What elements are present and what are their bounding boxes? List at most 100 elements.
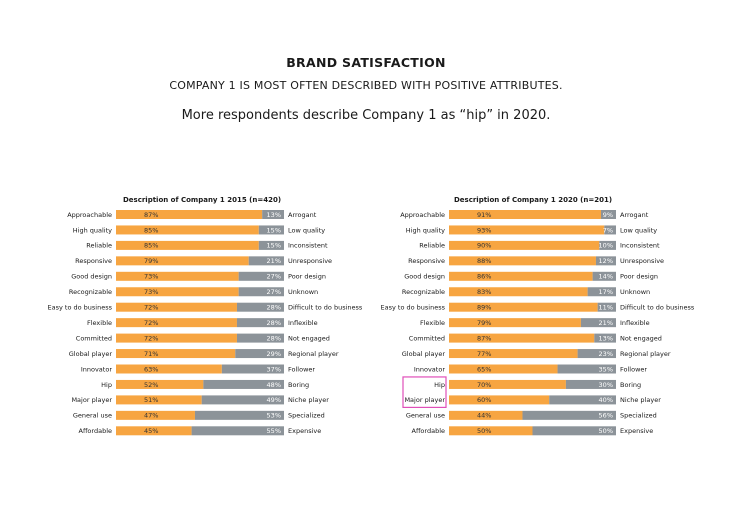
bar-negative-2015-flexible [236,318,284,328]
label-positive-2015-easy-to-do-business: Easy to do business [48,304,113,312]
value-positive-2015-general-use: 47% [144,412,158,420]
label-negative-2015-good-design: Poor design [288,273,326,281]
value-negative-2015-good-design: 27% [267,273,281,281]
bar-negative-2020-good-design [592,271,616,281]
value-positive-2015-reliable: 85% [144,242,158,250]
bar-positive-2015-reliable [116,240,259,250]
bar-negative-2020-flexible [580,318,616,328]
bar-negative-2015-global-player [235,349,284,359]
value-negative-2020-easy-to-do-business: 11% [599,304,613,312]
bar-negative-2015-general-use [194,410,284,420]
bar-positive-2020-hip [449,379,566,389]
bar-negative-2015-recognizable [238,287,284,297]
bar-positive-2015-good-design [116,271,239,281]
value-negative-2020-good-design: 14% [599,273,613,281]
value-negative-2020-general-use: 56% [599,412,613,420]
label-positive-2015-hip: Hip [101,381,112,389]
value-positive-2015-innovator: 63% [144,365,158,373]
label-negative-2020-recognizable: Unknown [620,288,650,296]
bar-positive-2020-affordable [449,426,533,436]
value-positive-2020-easy-to-do-business: 89% [477,304,491,312]
bar-positive-2020-easy-to-do-business [449,302,598,312]
bar-negative-2015-reliable [258,240,284,250]
value-negative-2020-responsive: 12% [599,257,613,265]
value-positive-2020-flexible: 79% [477,319,491,327]
label-negative-2020-high-quality: Low quality [620,226,657,234]
label-positive-2020-committed: Committed [409,334,445,342]
value-positive-2020-approachable: 91% [477,211,491,219]
bar-positive-2015-recognizable [116,287,239,297]
value-positive-2020-major-player: 60% [477,396,491,404]
bar-negative-2020-reliable [599,240,616,250]
label-positive-2015-general-use: General use [73,412,112,420]
bar-negative-2020-committed [594,333,616,343]
value-positive-2015-hip: 52% [144,381,158,389]
bar-positive-2015-flexible [116,318,237,328]
value-negative-2015-responsive: 21% [267,257,281,265]
label-negative-2015-hip: Boring [288,381,309,389]
value-positive-2020-reliable: 90% [477,242,491,250]
value-negative-2020-reliable: 10% [599,242,613,250]
value-negative-2020-innovator: 35% [599,365,613,373]
value-positive-2015-easy-to-do-business: 72% [144,304,158,312]
label-positive-2020-approachable: Approachable [400,211,445,219]
label-negative-2015-responsive: Unresponsive [288,257,332,265]
value-positive-2015-recognizable: 73% [144,288,158,296]
label-negative-2020-easy-to-do-business: Difficult to do business [620,304,695,312]
value-negative-2015-reliable: 15% [267,242,281,250]
value-negative-2015-affordable: 55% [267,427,281,435]
value-negative-2020-affordable: 50% [599,427,613,435]
value-positive-2020-committed: 87% [477,334,491,342]
bar-positive-2020-reliable [449,240,600,250]
label-negative-2015-global-player: Regional player [288,350,339,358]
label-positive-2015-affordable: Affordable [79,427,113,435]
bar-positive-2015-responsive [116,256,249,266]
bar-negative-2020-general-use [522,410,616,420]
bar-negative-2015-major-player [201,395,284,405]
value-negative-2015-easy-to-do-business: 28% [267,304,281,312]
label-positive-2015-reliable: Reliable [86,242,112,250]
label-positive-2020-recognizable: Recognizable [402,288,445,296]
bar-positive-2020-major-player [449,395,550,405]
label-positive-2020-major-player: Major player [404,396,445,404]
value-negative-2015-recognizable: 27% [267,288,281,296]
value-positive-2020-hip: 70% [477,381,491,389]
label-positive-2020-affordable: Affordable [412,427,446,435]
value-positive-2020-high-quality: 93% [477,226,491,234]
chart-title-2015: Description of Company 1 2015 (n=420) [122,196,282,204]
label-negative-2020-global-player: Regional player [620,350,671,358]
label-positive-2015-approachable: Approachable [67,211,112,219]
label-positive-2020-responsive: Responsive [408,257,445,265]
bar-negative-2020-major-player [549,395,616,405]
label-positive-2020-good-design: Good design [404,273,445,281]
value-positive-2020-good-design: 86% [477,273,491,281]
label-negative-2015-recognizable: Unknown [288,288,318,296]
label-negative-2020-innovator: Follower [620,365,647,373]
label-negative-2020-general-use: Specialized [620,412,657,420]
bar-positive-2015-affordable [116,426,192,436]
value-positive-2015-affordable: 45% [144,427,158,435]
bar-positive-2015-easy-to-do-business [116,302,237,312]
value-negative-2020-flexible: 21% [599,319,613,327]
label-positive-2015-responsive: Responsive [75,257,112,265]
bar-negative-2020-global-player [577,349,616,359]
bar-positive-2015-high-quality [116,225,259,235]
bar-positive-2015-general-use [116,410,195,420]
label-positive-2015-flexible: Flexible [87,319,112,327]
value-positive-2015-approachable: 87% [144,211,158,219]
label-positive-2020-innovator: Innovator [414,365,445,373]
value-negative-2015-major-player: 49% [267,396,281,404]
value-positive-2020-general-use: 44% [477,412,491,420]
value-positive-2015-flexible: 72% [144,319,158,327]
page-title: BRAND SATISFACTION [286,55,446,70]
label-positive-2015-high-quality: High quality [73,226,112,234]
bar-positive-2015-committed [116,333,237,343]
highlight-box-2020 [402,376,447,408]
bar-negative-2020-hip [565,379,616,389]
label-negative-2020-major-player: Niche player [620,396,661,404]
value-positive-2015-good-design: 73% [144,273,158,281]
bar-negative-2015-approachable [262,210,284,219]
label-negative-2020-approachable: Arrogant [620,211,649,219]
bar-positive-2020-general-use [449,410,523,420]
label-positive-2020-easy-to-do-business: Easy to do business [381,304,446,312]
